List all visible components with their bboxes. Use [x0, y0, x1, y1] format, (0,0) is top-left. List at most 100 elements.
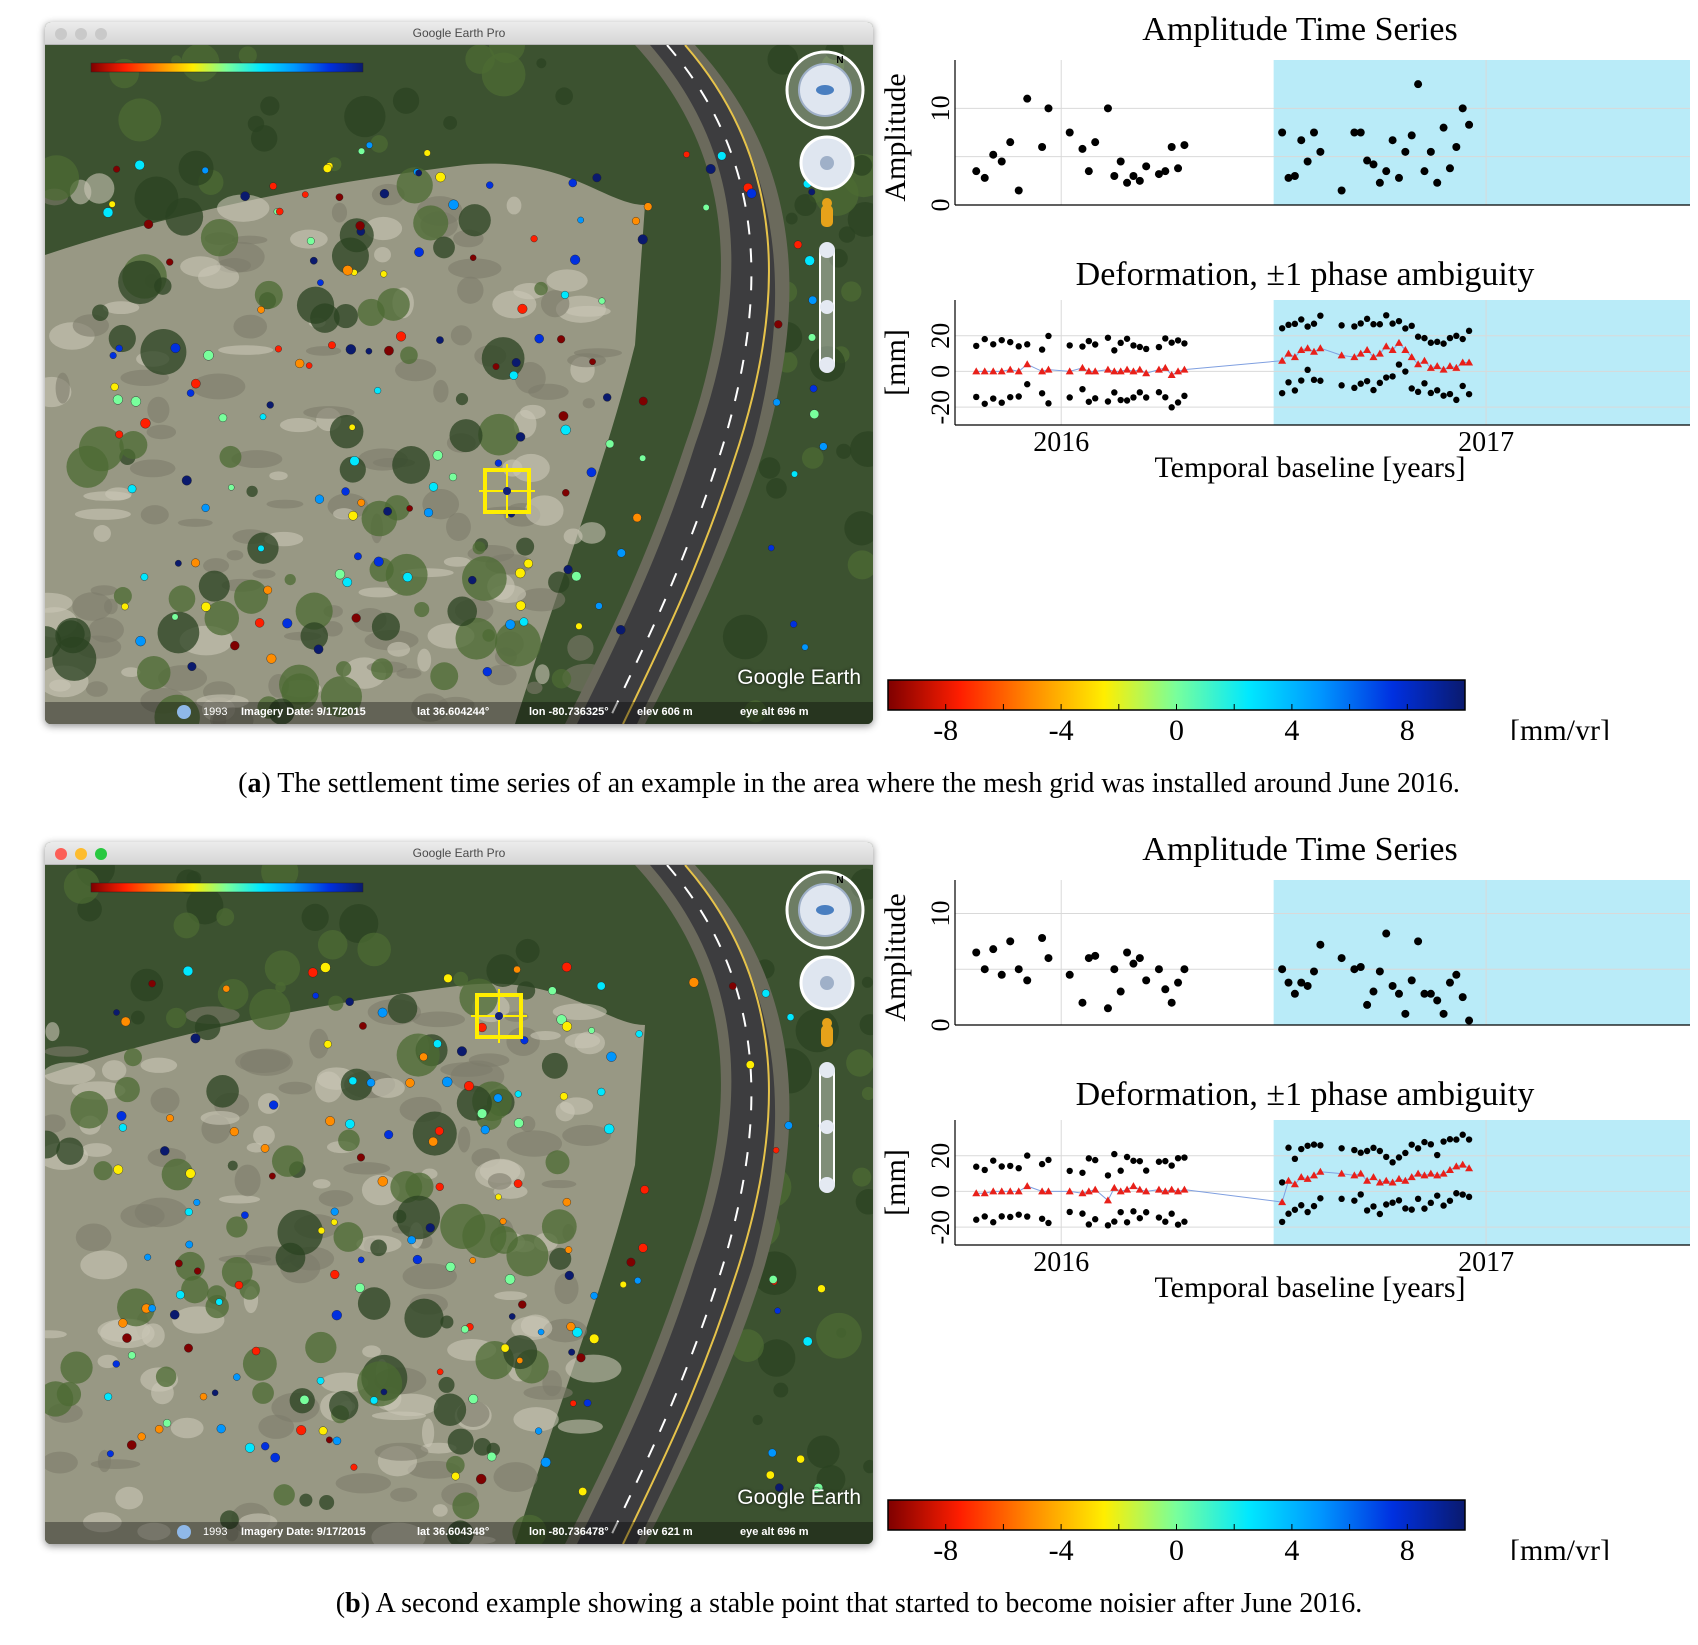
ps-point [166, 1114, 174, 1123]
vegetation-patch [447, 1428, 474, 1455]
vegetation-patch [333, 303, 358, 329]
ps-point [590, 1291, 598, 1300]
ps-point [254, 618, 265, 628]
ps-point [702, 204, 710, 211]
minimize-button[interactable] [75, 28, 87, 40]
rock-texture [358, 587, 399, 598]
deformation-point [1084, 367, 1093, 375]
amplitude-point [1038, 934, 1047, 942]
close-button[interactable] [55, 28, 67, 40]
ps-point [772, 1146, 780, 1154]
ambiguity-upper-point [1298, 1145, 1305, 1153]
amplitude-point [1414, 80, 1423, 89]
vegetation-patch [227, 1160, 238, 1171]
ps-point [317, 1227, 326, 1235]
y-tick-label: 20 [926, 323, 955, 349]
deformation-point [1439, 1169, 1448, 1177]
deformation-point [1278, 1198, 1287, 1206]
ambiguity-lower-point [1111, 389, 1118, 396]
deformation-point [1044, 365, 1053, 373]
vegetation-patch [404, 1298, 444, 1338]
vegetation-patch [453, 971, 469, 987]
vegetation-patch [60, 1351, 93, 1384]
ambiguity-upper-point [1278, 1179, 1286, 1186]
vegetation-patch [113, 587, 132, 606]
ps-point [477, 1108, 488, 1119]
deformation-point [1310, 347, 1319, 355]
ps-point [112, 394, 123, 405]
vegetation-patch [246, 485, 258, 498]
vegetation-patch [123, 1048, 142, 1067]
deformation-point [1375, 349, 1384, 357]
rock-texture [564, 1033, 601, 1049]
ps-point [423, 149, 431, 157]
vegetation-patch [387, 993, 418, 1024]
ps-point [301, 191, 309, 198]
ambiguity-lower-point [1421, 380, 1428, 387]
amplitude-point [1135, 954, 1144, 963]
ps-point [171, 613, 179, 621]
amplitude-point [1426, 989, 1435, 998]
ps-point [556, 1014, 567, 1025]
ambiguity-lower-point [1408, 1206, 1415, 1213]
ps-point [218, 413, 228, 423]
ambiguity-upper-point [1351, 1146, 1358, 1154]
post-installation-highlight [1273, 1120, 1690, 1245]
ambiguity-upper-point [990, 1157, 997, 1164]
ps-point [419, 1052, 428, 1062]
ps-point [619, 1281, 627, 1288]
ps-point [215, 1298, 223, 1306]
vegetation-patch [45, 155, 80, 201]
ps-point [746, 188, 757, 199]
ps-point [570, 254, 581, 265]
ambiguity-upper-point [1427, 339, 1435, 346]
deformation-point [1174, 1187, 1183, 1195]
ambiguity-upper-point [1389, 320, 1396, 327]
ps-point [357, 498, 366, 507]
ps-point [598, 297, 606, 305]
ps-point [184, 1207, 193, 1216]
ambiguity-lower-point [1376, 379, 1384, 387]
ps-point [575, 622, 583, 630]
rock-texture [506, 196, 522, 215]
ps-point [380, 1388, 388, 1396]
ambiguity-lower-point [1310, 376, 1318, 384]
satellite-map[interactable]: N [45, 865, 873, 1544]
y-tick-label: -20 [926, 1210, 955, 1245]
ps-point [342, 577, 353, 587]
vegetation-patch [801, 447, 824, 469]
ps-point [377, 1007, 388, 1018]
vegetation-patch [396, 1195, 441, 1240]
ambiguity-lower-point [1402, 368, 1409, 375]
amplitude-point [1433, 996, 1442, 1005]
ps-point [817, 1284, 826, 1293]
deformation-point [1167, 371, 1176, 378]
zoom-button[interactable] [95, 28, 107, 40]
vegetation-patch [45, 1130, 61, 1159]
ps-point [436, 336, 444, 344]
rock-texture [512, 453, 550, 483]
rock-texture [526, 681, 543, 694]
minimize-button[interactable] [75, 848, 87, 860]
vegetation-patch [512, 1514, 547, 1544]
close-button[interactable] [55, 848, 67, 860]
copyright-year: 1993 [203, 1526, 228, 1538]
ambiguity-upper-point [1298, 316, 1305, 323]
ps-point [436, 1368, 444, 1376]
ps-point [228, 484, 235, 491]
ps-point [169, 1309, 180, 1320]
elevation-readout: elev 606 m [637, 706, 693, 718]
deformation-point [1452, 363, 1461, 371]
amplitude-point [1065, 970, 1074, 979]
satellite-map[interactable]: N [45, 45, 873, 724]
zoom-button[interactable] [95, 848, 107, 860]
vegetation-patch [847, 550, 873, 580]
window-titlebar: Google Earth Pro [45, 842, 873, 865]
figure-panel-b: Google Earth Pro N Google Earth 1993 Ima… [0, 820, 1698, 1620]
ps-point [323, 164, 332, 173]
ambiguity-upper-point [1066, 342, 1073, 349]
ps-point [589, 1333, 600, 1344]
rock-texture [387, 641, 411, 657]
rock-texture [374, 1442, 429, 1461]
rock-texture [567, 635, 594, 661]
